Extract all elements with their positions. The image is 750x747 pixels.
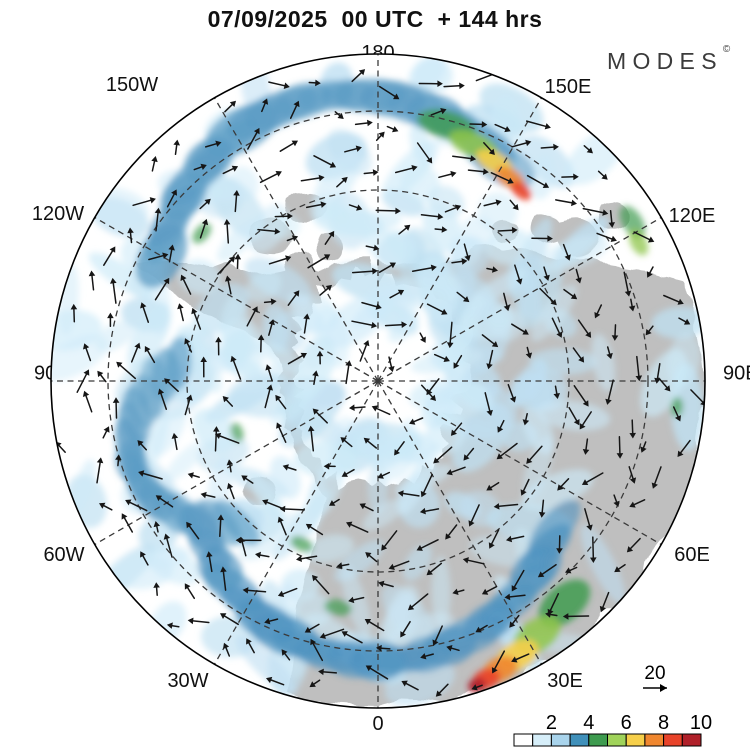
svg-text:2: 2	[546, 712, 557, 734]
svg-text:8: 8	[658, 712, 669, 734]
svg-text:10: 10	[690, 712, 712, 734]
svg-text:6: 6	[621, 712, 632, 734]
svg-text:4: 4	[583, 712, 594, 734]
svg-text:20: 20	[644, 663, 665, 684]
